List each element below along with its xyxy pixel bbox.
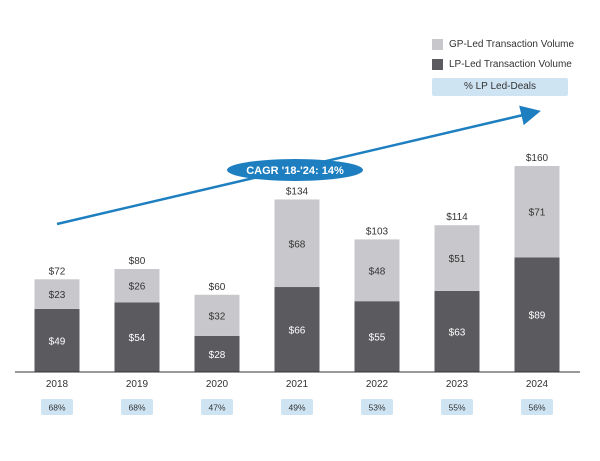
x-tick-label-2024: 2024 [526, 379, 549, 390]
bar-gp-2021 [274, 199, 320, 288]
bar-lp-2024 [514, 257, 560, 372]
data-label-gp-2020: $32 [209, 311, 226, 322]
legend-item-lp: LP-Led Transaction Volume [432, 56, 572, 72]
total-label-2023: $114 [446, 212, 468, 223]
total-label-2020: $60 [209, 282, 226, 293]
data-label-gp-2018: $23 [49, 290, 66, 301]
bar-lp-2023 [434, 290, 480, 372]
data-label-lp-2021: $66 [289, 326, 306, 337]
bar-gp-2022 [354, 239, 400, 302]
pct-badge-2023 [441, 399, 473, 415]
total-label-2018: $72 [49, 266, 66, 277]
pct-label-2018: 68% [48, 403, 65, 413]
cagr-badge: CAGR '18-'24: 14% [227, 159, 363, 181]
pct-label-2024: 56% [528, 403, 545, 413]
data-label-gp-2021: $68 [289, 239, 306, 250]
legend-pct-lp-led-deals: % LP Led-Deals [432, 78, 568, 96]
data-label-lp-2020: $28 [209, 350, 226, 361]
bar-lp-2021 [274, 287, 320, 372]
x-tick-label-2023: 2023 [446, 379, 469, 390]
pct-badge-2021 [281, 399, 313, 415]
pct-label-2023: 55% [448, 403, 465, 413]
x-tick-label-2019: 2019 [126, 379, 149, 390]
cagr-badge-background [227, 159, 363, 181]
pct-badge-2020 [201, 399, 233, 415]
pct-label-2019: 68% [128, 403, 145, 413]
legend-label-lp: LP-Led Transaction Volume [449, 58, 572, 70]
bar-gp-2018 [34, 279, 80, 309]
data-label-lp-2018: $49 [49, 336, 66, 347]
data-label-lp-2019: $54 [129, 333, 146, 344]
bar-lp-2022 [354, 301, 400, 372]
total-label-2024: $160 [526, 153, 549, 164]
pct-label-2021: 49% [288, 403, 305, 413]
bar-lp-2018 [34, 308, 80, 372]
legend-swatch-gp [432, 38, 443, 50]
pct-label-2020: 47% [208, 403, 225, 413]
bar-lp-2020 [194, 335, 240, 372]
bar-gp-2020 [194, 294, 240, 336]
data-label-lp-2022: $55 [369, 333, 386, 344]
x-tick-label-2020: 2020 [206, 379, 229, 390]
x-tick-label-2018: 2018 [46, 379, 69, 390]
bar-lp-2019 [114, 302, 160, 372]
total-label-2022: $103 [366, 226, 389, 237]
bar-gp-2023 [434, 225, 480, 291]
bar-gp-2019 [114, 269, 160, 303]
bar-gp-2024 [514, 166, 560, 258]
data-label-gp-2019: $26 [129, 282, 146, 293]
data-label-lp-2023: $63 [449, 327, 466, 338]
pct-badge-2022 [361, 399, 393, 415]
data-label-gp-2023: $51 [449, 254, 466, 265]
data-label-gp-2022: $48 [369, 266, 386, 277]
total-label-2019: $80 [129, 256, 146, 267]
legend: GP-Led Transaction Volume LP-Led Transac… [432, 36, 575, 96]
data-label-lp-2024: $89 [529, 311, 546, 322]
bars: $49 $23 $72 2018 68% $54 $26 $80 2019 68% $28 $32 $6… [34, 153, 560, 415]
cagr-badge-label: CAGR '18-'24: 14% [246, 165, 344, 177]
x-tick-label-2021: 2021 [286, 379, 309, 390]
total-label-2021: $134 [286, 186, 309, 197]
pct-badge-2024 [521, 399, 553, 415]
pct-badge-2018 [41, 399, 73, 415]
pct-label-2022: 53% [368, 403, 385, 413]
legend-swatch-lp [432, 58, 443, 70]
legend-item-gp: GP-Led Transaction Volume [432, 36, 575, 52]
legend-label-gp: GP-Led Transaction Volume [449, 38, 575, 50]
x-tick-label-2022: 2022 [366, 379, 389, 390]
data-label-gp-2024: $71 [529, 208, 546, 219]
pct-badge-2019 [121, 399, 153, 415]
